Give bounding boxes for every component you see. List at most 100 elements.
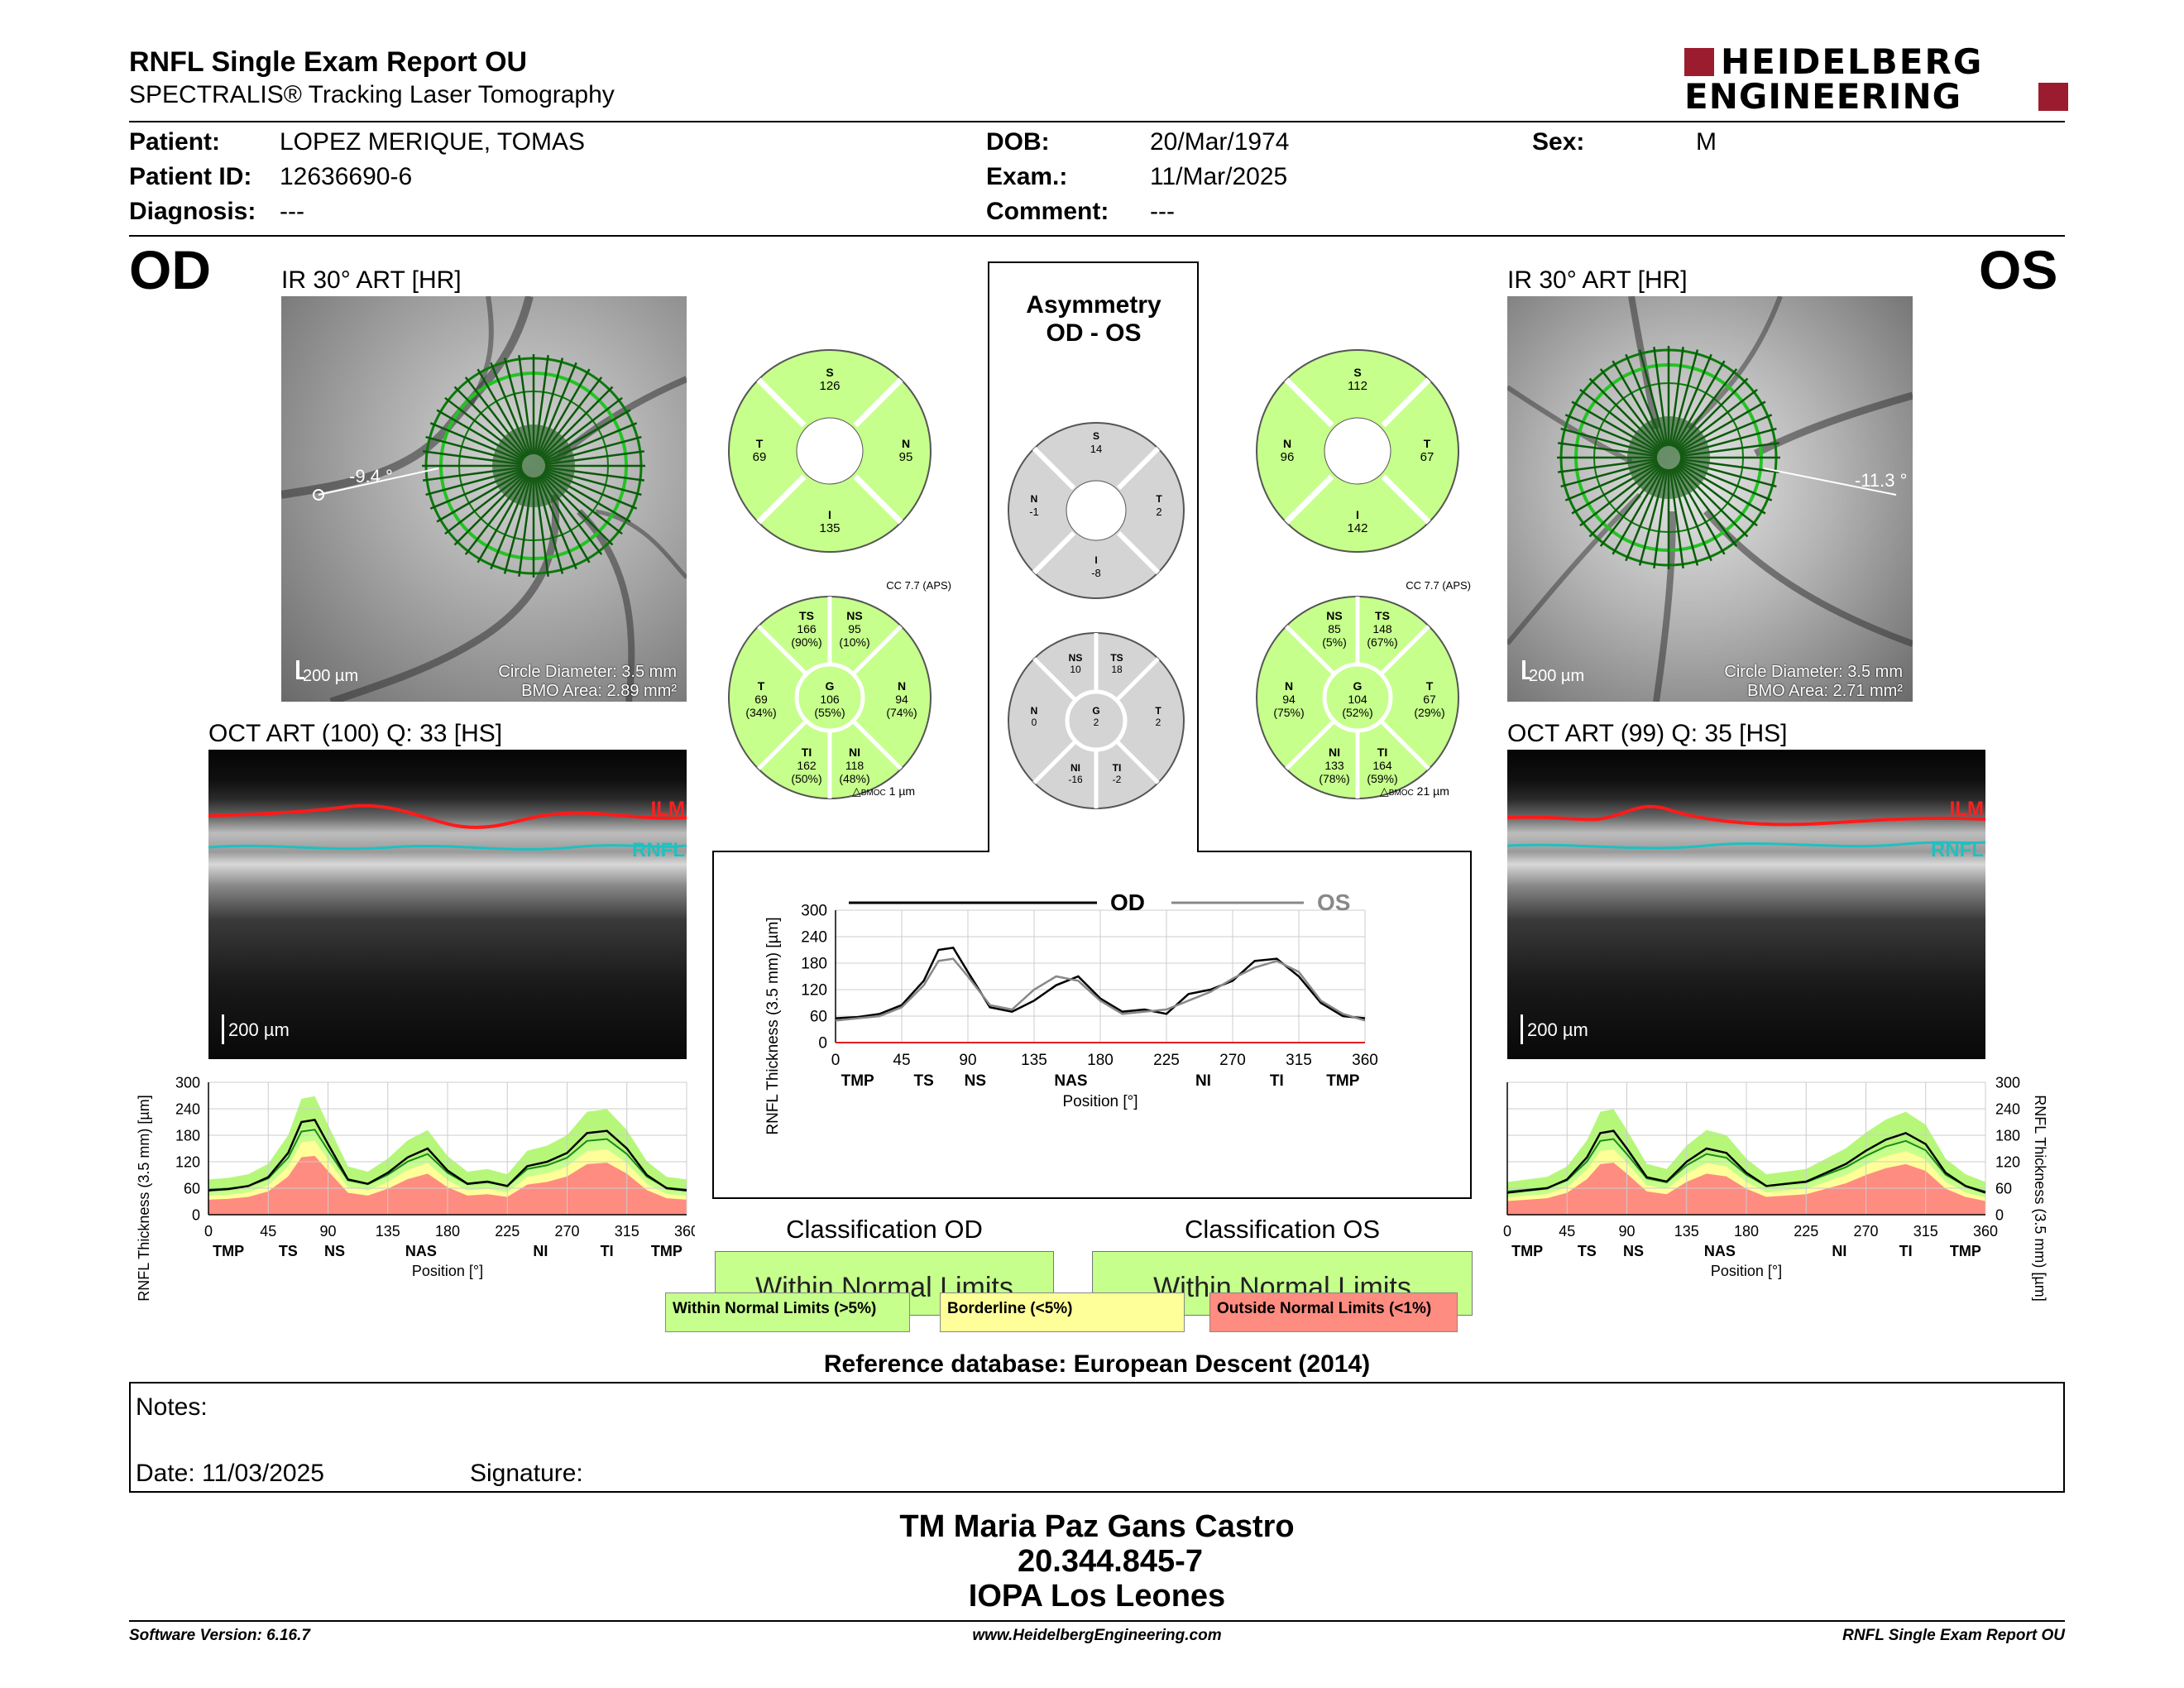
y-tick-label: 0: [1995, 1206, 2004, 1223]
x-tick-label: 270: [1853, 1223, 1878, 1240]
series-line-os: [1506, 1129, 1986, 1194]
os-oct-scale-bar: [1521, 1014, 1523, 1044]
os-quad-t-label: T: [1423, 437, 1431, 450]
os-sector-t: T 67 (29%): [1414, 679, 1445, 719]
region-label: TS: [1578, 1243, 1597, 1259]
od-oct-scale-label: 200 µm: [228, 1019, 290, 1040]
os-oct-image: ILM RNFL 200 µm: [1507, 750, 1985, 1059]
reference-database: Reference database: European Descent (20…: [823, 1350, 1371, 1378]
x-tick-label: 90: [959, 1052, 976, 1069]
y-tick-label: 0: [818, 1035, 827, 1053]
y-tick-label: 240: [1995, 1101, 2020, 1117]
od-sector-g: G 106 (55%): [814, 679, 845, 719]
os-quad-n-label: N: [1282, 437, 1292, 450]
os-bmoc: △BMOC 21 µm: [1380, 784, 1449, 798]
y-tick-label: 300: [1995, 1074, 2020, 1091]
od-cc-label: CC 7.7 (APS): [886, 579, 951, 592]
os-sector-ni: NI 133 (78%): [1319, 746, 1350, 785]
region-label: TMP: [213, 1243, 244, 1259]
x-axis-label: Position [°]: [412, 1263, 483, 1279]
normative-mean-line: [1506, 1138, 1986, 1192]
od-scale-bar-base: [296, 677, 304, 679]
od-rnfl-label: RNFL: [632, 839, 685, 861]
asym-quad-s-value: 14: [1090, 443, 1103, 455]
od-quad-i-value: 135: [819, 521, 841, 535]
region-label: NI: [1832, 1243, 1846, 1259]
region-label: TMP: [841, 1072, 874, 1090]
region-label: NAS: [1704, 1243, 1736, 1259]
od-sector-chart: [728, 596, 932, 799]
region-label: TS: [279, 1243, 298, 1259]
os-sector-n: N 94 (75%): [1273, 679, 1305, 719]
asym-sector-ts: TS 18: [1110, 652, 1123, 675]
od-angle-label: -9.4 °: [349, 466, 393, 487]
y-tick-label: 180: [801, 956, 827, 973]
report-title: RNFL Single Exam Report OU: [129, 46, 528, 78]
y-axis-label: RNFL Thickness (3.5 mm) [µm]: [136, 1095, 152, 1301]
x-tick-label: 0: [831, 1052, 841, 1069]
od-quadrant-chart: [728, 349, 932, 553]
os-scale-label: 200 µm: [1529, 667, 1585, 685]
x-tick-label: 315: [615, 1223, 639, 1240]
asym-quad-t-value: 2: [1156, 506, 1162, 518]
series-line-os: [835, 957, 1366, 1022]
od-ir-title: IR 30° ART [HR]: [281, 266, 462, 294]
x-tick-label: 225: [1794, 1223, 1818, 1240]
asym-quad-t-label: T: [1156, 493, 1162, 505]
y-tick-label: 120: [801, 982, 827, 1000]
region-label: TI: [601, 1243, 614, 1259]
y-tick-label: 180: [1995, 1127, 2020, 1144]
legend-outside-normal: Outside Normal Limits (<1%): [1209, 1292, 1458, 1332]
diagnosis-value: ---: [280, 198, 304, 225]
os-sector-ts: TS 148 (67%): [1367, 609, 1398, 649]
y-axis-label: RNFL Thickness (3.5 mm) [µm]: [2032, 1095, 2048, 1301]
patient-value: LOPEZ MERIQUE, TOMAS: [280, 128, 585, 156]
y-tick-label: 0: [192, 1206, 200, 1223]
x-tick-label: 270: [1219, 1052, 1246, 1069]
y-tick-label: 60: [810, 1009, 827, 1026]
os-quad-n-value: 96: [1280, 450, 1295, 464]
od-sector-n: N 94 (74%): [886, 679, 917, 719]
series-line-od: [208, 1118, 687, 1192]
x-tick-label: 180: [1087, 1052, 1114, 1069]
notes-date: Date: 11/03/2025: [136, 1460, 324, 1487]
od-quad-n-value: 95: [898, 450, 913, 464]
x-tick-label: 180: [1734, 1223, 1759, 1240]
os-fundus-image: -11.3 ° 200 µm Circle Diameter: 3.5 mm B…: [1507, 296, 1913, 702]
od-fundus-image: -9.4 ° 200 µm Circle Diameter: 3.5 mm BM…: [281, 296, 687, 702]
patient-label: Patient:: [129, 128, 221, 156]
legend-borderline: Borderline (<5%): [940, 1292, 1185, 1332]
asym-quad-n-value: -1: [1029, 506, 1039, 518]
legend-within-normal: Within Normal Limits (>5%): [665, 1292, 910, 1332]
dob-value: 20/Mar/1974: [1150, 128, 1290, 156]
os-quad-i-label: I: [1356, 508, 1359, 521]
x-tick-label: 315: [1913, 1223, 1938, 1240]
asym-sector-ns: NS 10: [1068, 652, 1083, 675]
os-quad-i-value: 142: [1347, 521, 1368, 535]
asym-quad-s-label: S: [1092, 430, 1099, 442]
patient-id-value: 12636690-6: [280, 163, 413, 190]
od-scan-circle: [422, 354, 645, 578]
od-oct-scale-bar: [222, 1014, 224, 1044]
x-tick-label: 45: [260, 1223, 276, 1240]
x-tick-label: 135: [1021, 1052, 1047, 1069]
od-quad-s-label: S: [826, 366, 834, 379]
asymmetry-subtitle: OD - OS: [1046, 319, 1142, 347]
od-tsnit-chart: 0 60 120 180 240 300 0 45 90 135 180 225 270 315 360 TM…: [136, 1074, 695, 1301]
x-tick-label: 360: [1352, 1052, 1378, 1069]
y-tick-label: 120: [1995, 1153, 2020, 1170]
od-sector-ns: NS 95 (10%): [839, 609, 870, 649]
os-scale-bar-base: [1522, 677, 1530, 679]
x-tick-label: 135: [1674, 1223, 1699, 1240]
od-bmo-area: BMO Area: 2.89 mm²: [521, 682, 677, 700]
os-sector-ti: TI 164 (59%): [1367, 746, 1398, 785]
footer-website[interactable]: www.HeidelbergEngineering.com: [972, 1627, 1222, 1644]
notes-label: Notes:: [136, 1393, 208, 1421]
legend-label-os: OS: [1317, 890, 1350, 915]
region-label: NAS: [1054, 1072, 1087, 1090]
x-tick-label: 225: [1153, 1052, 1180, 1069]
region-label: TMP: [1511, 1243, 1543, 1259]
signer-id: 20.344.845-7: [1018, 1544, 1203, 1579]
signer-name: TM Maria Paz Gans Castro: [899, 1509, 1295, 1544]
asym-sector-ni: NI -16: [1068, 762, 1083, 785]
